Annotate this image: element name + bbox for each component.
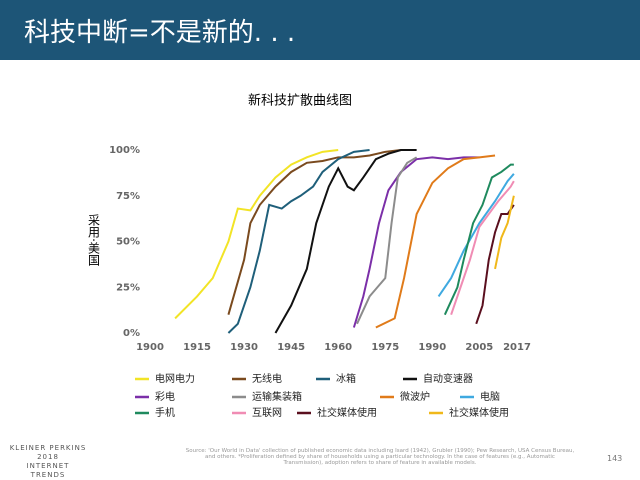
y-tick-label: 0% (123, 328, 140, 339)
legend-label: 社交媒体使用 (449, 406, 509, 419)
legend-label: 无线电 (252, 372, 282, 385)
series-line (494, 195, 515, 270)
legend-label: 冰箱 (336, 372, 356, 385)
legend-label: 社交媒体使用 (317, 406, 377, 419)
y-tick-label: 50% (116, 237, 140, 248)
x-tick-label: 1960 (324, 342, 352, 353)
y-tick-label: 100% (109, 145, 140, 156)
series-line (227, 149, 370, 334)
brand-year: 2018 (37, 453, 59, 461)
series-line (356, 156, 418, 325)
slide-title: 科技中断=不是新的. . . (24, 18, 296, 48)
legend-label: 电脑 (480, 390, 500, 403)
legend-label: 自动变速器 (423, 372, 473, 385)
series-line (227, 149, 402, 315)
series-line (375, 154, 496, 329)
brand: KLEINER PERKINS 2018 INTERNET TRENDS (8, 444, 88, 480)
legend-label: 电网电力 (155, 372, 195, 385)
y-tick-label: 75% (116, 191, 140, 202)
x-tick-label: 1945 (277, 342, 305, 353)
brand-report: INTERNET TRENDS (26, 462, 70, 479)
legend-label: 手机 (155, 406, 175, 419)
chart-title: 新科技扩散曲线图 (248, 93, 352, 109)
source-note: Source: 'Our World in Data' collection o… (185, 448, 575, 466)
brand-name: KLEINER PERKINS (9, 444, 87, 452)
series-line (174, 149, 339, 320)
legend-label: 微波炉 (400, 390, 430, 403)
y-tick-label: 25% (116, 282, 140, 293)
x-tick-label: 1930 (230, 342, 258, 353)
x-tick-label: 2017 (503, 342, 531, 353)
x-tick-label: 1915 (183, 342, 211, 353)
legend-label: 彩电 (155, 390, 175, 403)
series-line (437, 173, 515, 297)
header-bar: 科技中断=不是新的. . . (0, 0, 640, 60)
legend-label: 运输集装箱 (252, 390, 302, 403)
series-line (475, 204, 515, 325)
page-number: 143 (607, 454, 623, 463)
x-tick-label: 1990 (418, 342, 446, 353)
series-line (443, 163, 514, 316)
y-axis-label: 采用·美国 (87, 214, 101, 266)
legend-label: 互联网 (252, 407, 282, 419)
x-tick-label: 1975 (371, 342, 399, 353)
series-line (450, 180, 515, 316)
x-tick-label: 2005 (465, 342, 493, 353)
series-line (274, 149, 417, 334)
series-line (352, 156, 480, 328)
x-tick-label: 1900 (136, 342, 164, 353)
